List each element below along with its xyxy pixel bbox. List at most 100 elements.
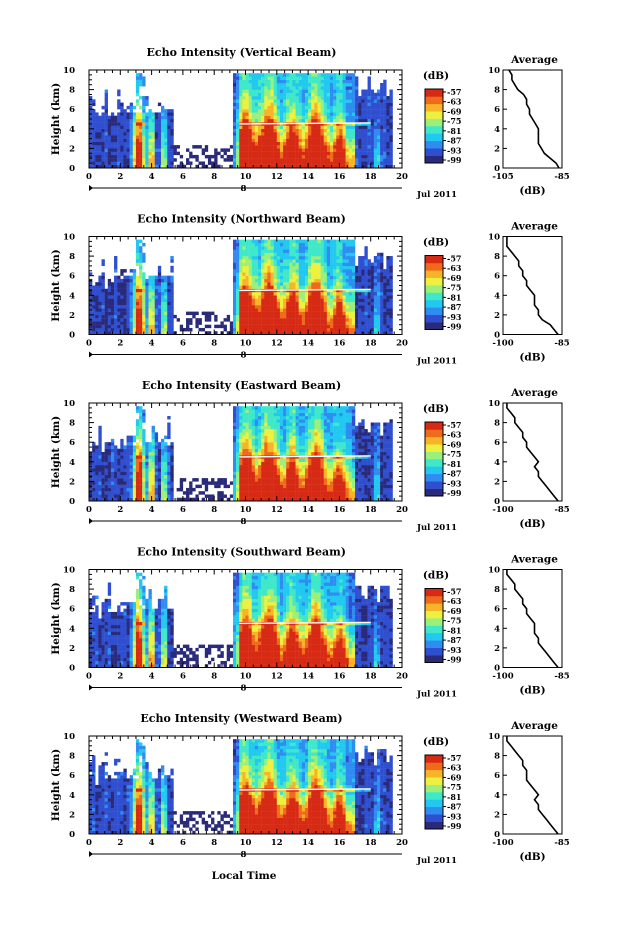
heatmap-cell (139, 139, 142, 142)
heatmap-cell (267, 145, 270, 148)
heatmap-cell (167, 119, 170, 122)
heatmap-cell (105, 449, 108, 452)
heatmap-cell (383, 289, 386, 292)
heatmap-cell (336, 129, 339, 132)
avg-y-tick-label: 6 (494, 272, 500, 282)
heatmap-cell (220, 478, 223, 481)
heatmap-cell (98, 475, 101, 478)
heatmap-cell (261, 302, 264, 305)
heatmap-cell (246, 132, 249, 135)
heatmap-cell (155, 129, 158, 132)
heatmap-cell (317, 253, 320, 256)
heatmap-cell (114, 135, 117, 138)
heatmap-cell (267, 125, 270, 128)
heatmap-cell (324, 269, 327, 272)
heatmap-cell (161, 152, 164, 155)
heatmap-cell (127, 455, 130, 458)
heatmap-cell (170, 116, 173, 119)
heatmap-cell (333, 240, 336, 243)
heatmap-cell (314, 305, 317, 308)
heatmap-cell (258, 299, 261, 302)
heatmap-cell (145, 308, 148, 311)
heatmap-cell (355, 295, 358, 298)
heatmap-cell (249, 276, 252, 279)
heatmap-cell (264, 246, 267, 249)
heatmap-cell (111, 295, 114, 298)
heatmap-cell (274, 325, 277, 328)
heatmap-cell (289, 299, 292, 302)
heatmap-cell (383, 119, 386, 122)
heatmap-cell (264, 282, 267, 285)
heatmap-cell (274, 142, 277, 145)
heatmap-cell (283, 129, 286, 132)
heatmap-cell (314, 253, 317, 256)
heatmap-cell (142, 116, 145, 119)
heatmap-cell (355, 139, 358, 142)
heatmap-cell (271, 99, 274, 102)
heatmap-cell (308, 139, 311, 142)
heatmap-cell (161, 148, 164, 151)
heatmap-cell (317, 240, 320, 243)
heatmap-cell (314, 240, 317, 243)
heatmap-cell (136, 129, 139, 132)
heatmap-cell (233, 243, 236, 246)
heatmap-cell (283, 93, 286, 96)
heatmap-cell (330, 305, 333, 308)
heatmap-cell (333, 269, 336, 272)
heatmap-cell (120, 139, 123, 142)
heatmap-cell (123, 148, 126, 151)
heatmap-cell (239, 312, 242, 315)
heatmap-cell (120, 103, 123, 106)
heatmap-cell (152, 488, 155, 491)
heatmap-cell (127, 135, 130, 138)
heatmap-cell (314, 295, 317, 298)
heatmap-cell (292, 259, 295, 262)
heatmap-cell (164, 155, 167, 158)
heatmap-cell (296, 142, 299, 145)
heatmap-cell (283, 279, 286, 282)
heatmap-cell (236, 86, 239, 89)
heatmap-cell (130, 145, 133, 148)
heatmap-cell (233, 266, 236, 269)
heatmap-cell (139, 142, 142, 145)
heatmap-cell (252, 83, 255, 86)
heatmap-cell (258, 158, 261, 161)
heatmap-cell (252, 116, 255, 119)
heatmap-cell (346, 328, 349, 331)
avg-x-tick-label: -85 (554, 339, 569, 349)
heatmap-cell (95, 481, 98, 484)
heatmap-cell (158, 132, 161, 135)
heatmap-cell (330, 266, 333, 269)
heatmap-cell (164, 445, 167, 448)
heatmap-cell (152, 465, 155, 468)
heatmap-cell (145, 285, 148, 288)
heatmap-cell (264, 106, 267, 109)
heatmap-cell (105, 148, 108, 151)
heatmap-cell (277, 285, 280, 288)
heatmap-cell (377, 292, 380, 295)
heatmap-cell (252, 276, 255, 279)
heatmap-cell (314, 266, 317, 269)
heatmap-cell (271, 315, 274, 318)
heatmap-cell (346, 302, 349, 305)
heatmap-cell (333, 109, 336, 112)
heatmap-cell (355, 129, 358, 132)
heatmap-cell (305, 99, 308, 102)
heatmap-cell (296, 145, 299, 148)
heatmap-cell (374, 263, 377, 266)
heatmap-cell (302, 139, 305, 142)
heatmap-cell (105, 161, 108, 164)
heatmap-cell (277, 155, 280, 158)
heatmap-cell (208, 315, 211, 318)
heatmap-cell (296, 240, 299, 243)
heatmap-cell (308, 83, 311, 86)
heatmap-cell (155, 491, 158, 494)
heatmap-cell (308, 158, 311, 161)
heatmap-cell (170, 485, 173, 488)
heatmap-cell (324, 253, 327, 256)
melting-layer-line (239, 123, 370, 124)
heatmap-cell (389, 145, 392, 148)
heatmap-cell (339, 315, 342, 318)
heatmap-cell (330, 243, 333, 246)
heatmap-cell (383, 318, 386, 321)
